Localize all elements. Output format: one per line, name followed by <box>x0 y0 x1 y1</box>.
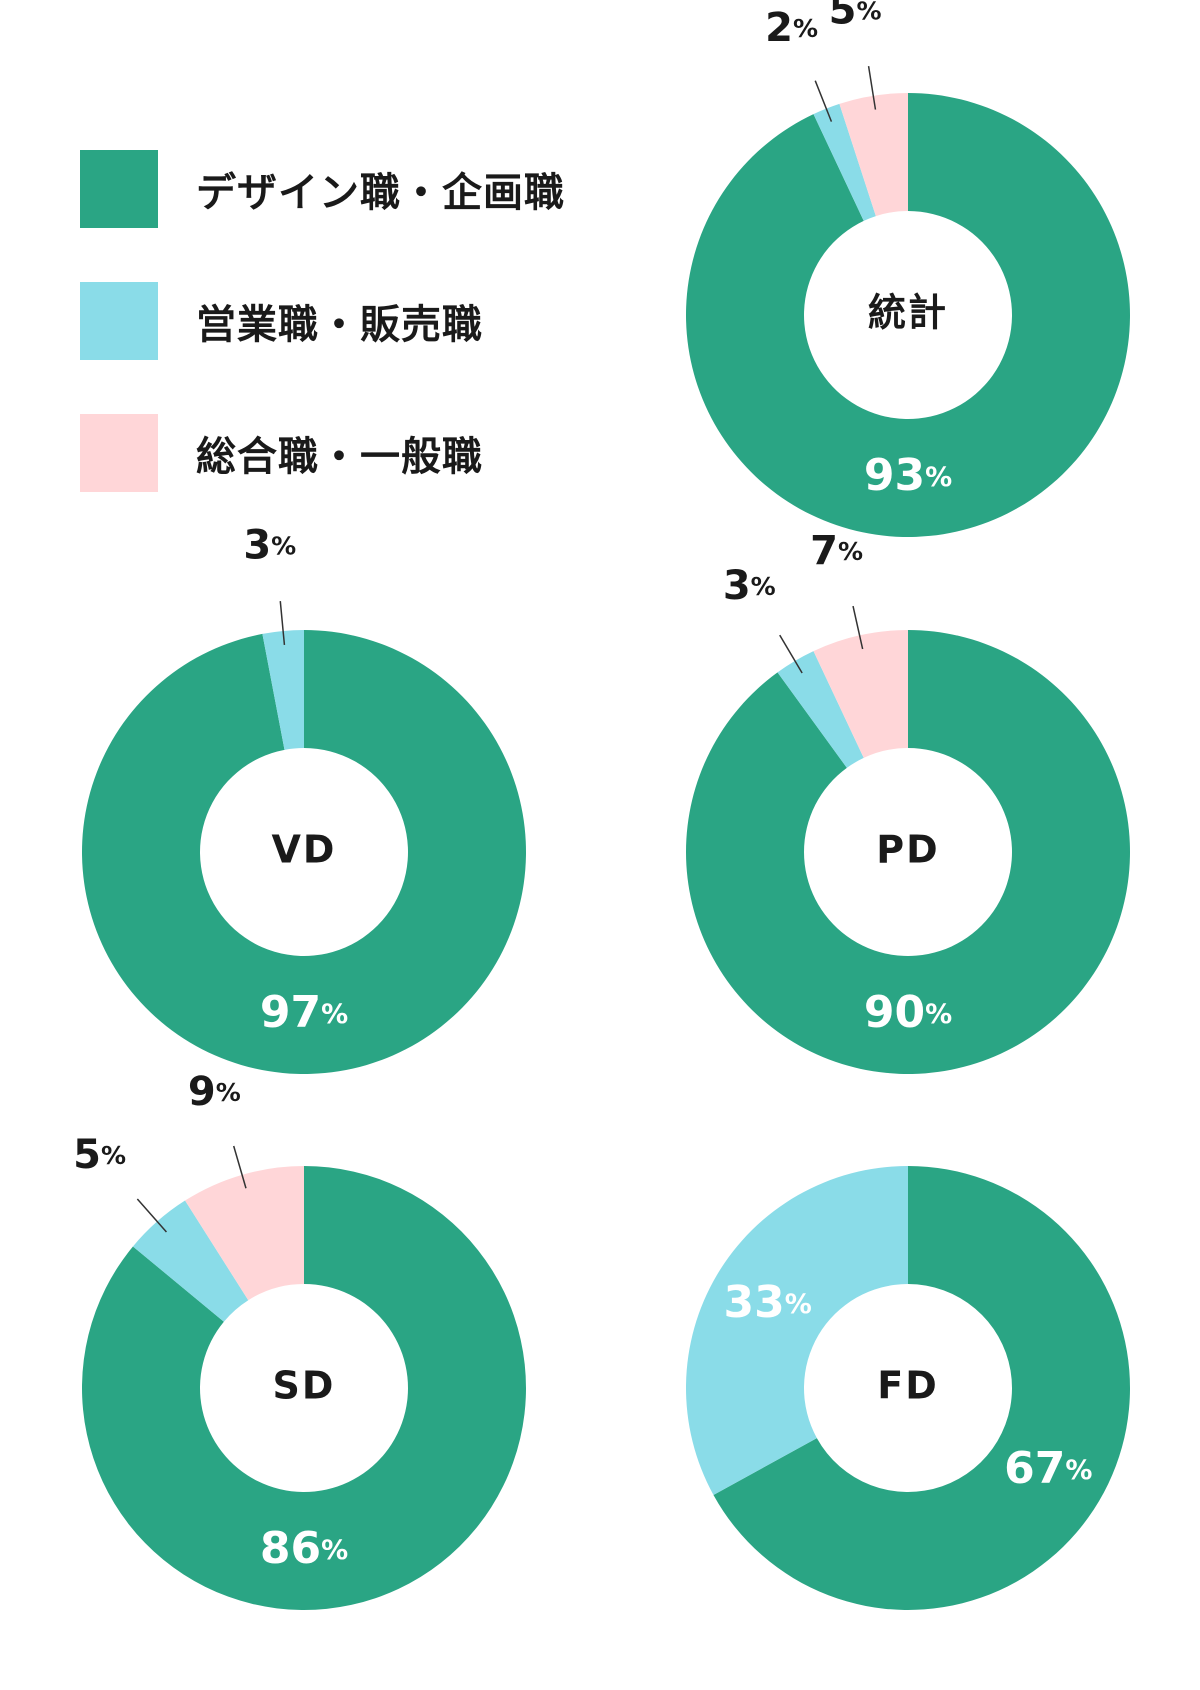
slice-fd-design <box>713 1166 1130 1610</box>
slice-label-vd-sales: 3% <box>243 522 296 568</box>
slice-stats-sales <box>813 103 876 221</box>
donut-chart-sd: SD 86% 5% 9% <box>73 1069 526 1610</box>
slice-label-stats-design: 93% <box>864 450 952 501</box>
donut-chart-pd: PD 90% 3% 7% <box>685 528 1130 1074</box>
slice-vd-design <box>82 630 527 1075</box>
donut-chart-fd: FD 67% 33% <box>685 1166 1130 1610</box>
slice-label-pd-sales: 3% <box>723 563 776 609</box>
leader-line-pd-sales <box>779 634 803 674</box>
slice-label-pd-general: 7% <box>810 528 863 574</box>
donut-chart-stats: 統計 93% 2% 5% <box>686 0 1130 537</box>
slice-label-stats-general: 5% <box>829 0 882 34</box>
legend-swatch-design <box>80 150 158 228</box>
center-label-fd: FD <box>877 1364 939 1408</box>
slice-label-sd-sales: 5% <box>73 1132 126 1178</box>
slice-label-fd-sales: 33% <box>724 1277 812 1328</box>
slice-fd-sales <box>685 1166 908 1495</box>
slice-label-pd-design: 90% <box>864 987 952 1038</box>
center-label-pd: PD <box>876 828 939 872</box>
slice-stats-general <box>839 93 908 217</box>
legend-swatch-sales <box>80 282 158 360</box>
legend-label-design: デザイン職・企画職 <box>196 170 565 216</box>
slice-pd-sales <box>777 651 864 768</box>
slice-sd-general <box>185 1166 304 1301</box>
leader-line-pd-general <box>852 605 864 650</box>
slice-sd-design <box>81 1166 526 1610</box>
slice-label-fd-design: 67% <box>1004 1443 1092 1494</box>
slice-vd-sales <box>262 630 304 750</box>
legend-label-general: 総合職・一般職 <box>196 434 483 480</box>
slice-pd-general <box>813 630 908 758</box>
donut-chart-vd: VD 97% 3% <box>82 522 527 1075</box>
legend-item-sales: 営業職・販売職 <box>80 282 565 360</box>
slice-pd-design <box>685 630 1130 1074</box>
slice-stats-design <box>686 93 1130 537</box>
legend-label-sales: 営業職・販売職 <box>196 302 483 348</box>
leader-line-sd-sales <box>136 1198 168 1233</box>
leader-line-sd-general <box>232 1145 247 1189</box>
slice-label-stats-sales: 2% <box>765 5 818 51</box>
leader-line-stats-general <box>867 65 877 110</box>
legend-swatch-general <box>80 414 158 492</box>
slice-label-sd-design: 86% <box>260 1523 348 1574</box>
center-label-sd: SD <box>273 1364 336 1408</box>
legend-item-general: 総合職・一般職 <box>80 414 565 492</box>
center-label-stats: 統計 <box>868 291 948 335</box>
legend: デザイン職・企画職 営業職・販売職 総合職・一般職 <box>80 150 565 546</box>
center-label-vd: VD <box>272 828 337 872</box>
slice-sd-sales <box>132 1200 249 1322</box>
slice-label-sd-general: 9% <box>188 1069 241 1115</box>
slice-label-vd-design: 97% <box>260 987 348 1038</box>
leader-line-vd-sales <box>279 601 286 645</box>
legend-item-design: デザイン職・企画職 <box>80 150 565 228</box>
leader-line-stats-sales <box>814 80 833 122</box>
